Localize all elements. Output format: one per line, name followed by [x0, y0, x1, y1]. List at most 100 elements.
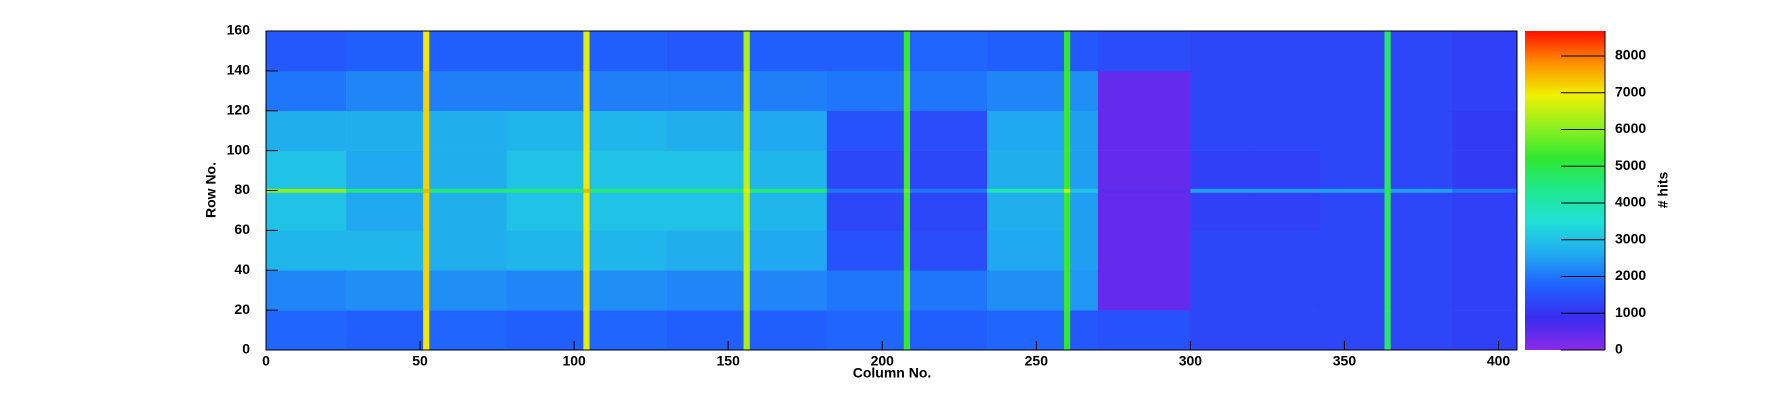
heatmap-cell: [583, 110, 590, 151]
heatmap-cell: [1384, 310, 1391, 351]
heatmap-cell: [909, 70, 988, 112]
heatmap-cell: [743, 70, 751, 112]
heatmap-cell: [1064, 70, 1071, 112]
heatmap-cell: [423, 188, 430, 193]
heatmap-cell: [506, 150, 584, 189]
y-tick-label: 120: [227, 101, 251, 117]
heatmap-cell: [583, 150, 590, 189]
heatmap-cell: [1390, 70, 1453, 112]
heatmap-cell: [749, 70, 828, 112]
heatmap-cell: [589, 192, 667, 231]
heatmap-cell: [506, 230, 584, 271]
heatmap-cell: [826, 31, 905, 72]
heatmap-cell: [987, 230, 1065, 271]
heatmap-cell: [666, 188, 744, 193]
heatmap-cell: [909, 188, 988, 193]
heatmap-cell: [346, 192, 424, 231]
x-axis-title: Column No.: [853, 365, 932, 381]
heatmap-cell: [743, 192, 751, 231]
heatmap-cell: [346, 270, 424, 311]
heatmap-cell: [1452, 270, 1518, 311]
heatmap-cell: [749, 230, 828, 271]
heatmap-cell: [1070, 188, 1099, 193]
heatmap-cell: [583, 192, 590, 231]
heatmap-cell: [826, 110, 905, 151]
heatmap-cell: [1319, 192, 1385, 231]
heatmap-cell: [423, 270, 430, 311]
heatmap-cell: [583, 188, 590, 193]
x-tick-label: 50: [412, 353, 428, 369]
heatmap-cell: [429, 310, 507, 351]
heatmap-cell: [987, 270, 1065, 311]
colorbar-tick-label: 7000: [1615, 83, 1646, 99]
heatmap-cell: [1070, 192, 1099, 231]
heatmap-cell: [987, 188, 1065, 193]
heatmap-cell: [1390, 270, 1453, 311]
y-tick-label: 20: [234, 301, 250, 317]
heatmap-cell: [826, 192, 905, 231]
heatmap-cell: [909, 150, 988, 189]
x-tick-label: 300: [1179, 353, 1203, 369]
heatmap-cell: [749, 310, 828, 351]
heatmap-cell: [743, 230, 751, 271]
heatmap-cell: [589, 150, 667, 189]
heatmap-cell: [1452, 230, 1518, 271]
heatmap-cell: [1064, 31, 1071, 72]
y-tick-label: 60: [234, 221, 250, 237]
colorbar-tick-label: 6000: [1615, 120, 1646, 136]
heatmap-cell: [1319, 230, 1385, 271]
heatmap-cell: [1319, 270, 1385, 311]
heatmap-cell: [1390, 31, 1453, 72]
y-tick-label: 160: [227, 22, 251, 38]
heatmap-cell: [589, 188, 667, 193]
heatmap-cell: [506, 70, 584, 112]
heatmap-cell: [1190, 192, 1253, 231]
heatmap-cell: [743, 310, 751, 351]
heatmap-cell: [583, 31, 590, 72]
heatmap-cell: [1390, 192, 1453, 231]
heatmap-cell: [1452, 70, 1518, 112]
heatmap-cell: [1390, 310, 1453, 351]
colorbar: [1525, 31, 1605, 350]
colorbar-tick-label: 0: [1615, 341, 1623, 357]
x-tick-label: 150: [717, 353, 741, 369]
heatmap-cell: [909, 230, 988, 271]
heatmap-cell: [749, 188, 828, 193]
heatmap-cell: [266, 270, 347, 311]
heatmap-cell: [506, 110, 584, 151]
heatmap-cell: [423, 230, 430, 271]
heatmap-cell: [1252, 188, 1321, 193]
heatmap-cell: [1384, 270, 1391, 311]
heatmap-cell: [749, 192, 828, 231]
heatmap-cell: [589, 31, 667, 72]
heatmap-cell: [666, 230, 744, 271]
heatmap-cell: [266, 230, 347, 271]
heatmap-cell: [826, 188, 905, 193]
heatmap-cell: [666, 270, 744, 311]
heatmap-cell: [589, 110, 667, 151]
x-tick-label: 200: [871, 353, 895, 369]
heatmap-cell: [429, 70, 507, 112]
heatmap-cell: [346, 70, 424, 112]
heatmap-cell: [1252, 150, 1321, 189]
heatmap-cell: [1319, 188, 1385, 193]
heatmap-cell: [749, 150, 828, 189]
colorbar-tick-label: 5000: [1615, 157, 1646, 173]
colorbar-tick-label: 3000: [1615, 230, 1646, 246]
heatmap-cell: [1390, 188, 1453, 193]
heatmap-cell: [589, 230, 667, 271]
heatmap-cell: [266, 31, 347, 72]
heatmap-cell: [506, 310, 584, 351]
colorbar-tick-label: 1000: [1615, 304, 1646, 320]
heatmap-cell: [1384, 150, 1391, 189]
heatmap-cell: [1097, 188, 1191, 193]
heatmap-cell: [826, 150, 905, 189]
heatmap-cell: [1384, 192, 1391, 231]
x-tick-label: 250: [1025, 353, 1049, 369]
heatmap-cell: [1384, 230, 1391, 271]
heatmap-cell: [1190, 270, 1253, 311]
heatmap-cell: [266, 70, 347, 112]
heatmap-cell: [423, 31, 430, 72]
heatmap-cell: [903, 230, 911, 271]
y-tick-label: 0: [242, 341, 250, 357]
